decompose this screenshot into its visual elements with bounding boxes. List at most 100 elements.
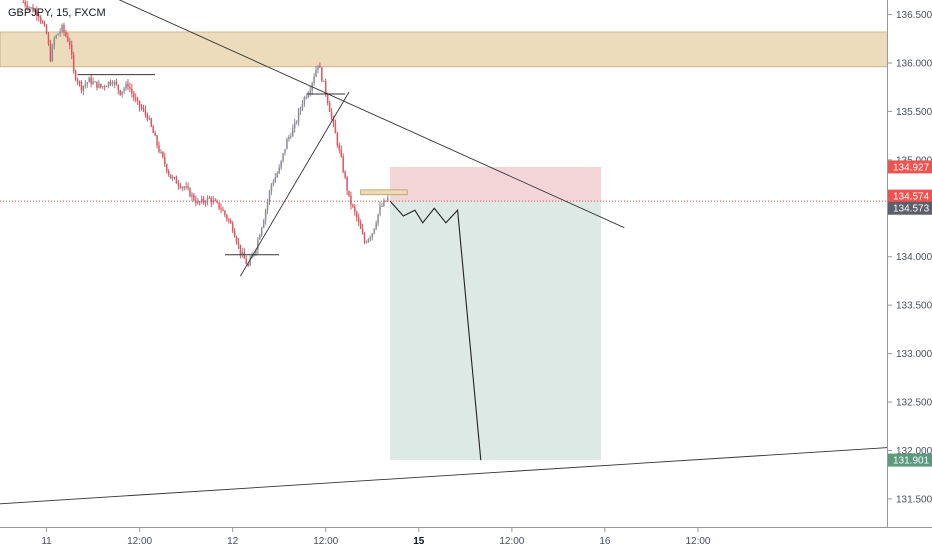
price-tag[interactable]: 134.574 xyxy=(888,189,932,203)
candle-body xyxy=(98,83,100,88)
candle-body xyxy=(76,79,79,82)
candle xyxy=(113,80,116,89)
candle xyxy=(202,196,205,205)
projected-path[interactable] xyxy=(389,200,482,461)
candle-body xyxy=(299,108,302,112)
candle xyxy=(272,179,275,187)
candle xyxy=(28,5,30,12)
candle-body xyxy=(57,33,59,36)
candle-body xyxy=(92,81,94,84)
trendline[interactable] xyxy=(0,447,889,505)
price-tick-label: 135.500 xyxy=(896,107,932,118)
candle xyxy=(356,210,358,222)
symbol-label[interactable]: GBPJPY, 15, FXCM xyxy=(8,7,106,19)
candle-body xyxy=(255,250,257,254)
candle xyxy=(150,117,152,128)
candle-body xyxy=(293,122,296,129)
candle xyxy=(288,134,290,142)
candle-body xyxy=(193,194,195,201)
candle-body xyxy=(100,83,102,88)
candle-body xyxy=(53,38,56,46)
candle-body xyxy=(348,190,350,196)
candle xyxy=(259,233,261,240)
candle xyxy=(121,91,123,98)
candle xyxy=(323,80,325,82)
candle xyxy=(284,149,286,156)
candle-body xyxy=(346,177,348,191)
price-tag[interactable]: 134.927 xyxy=(888,160,932,174)
supply-zone[interactable] xyxy=(0,31,889,68)
candle-body xyxy=(280,160,282,168)
candle-body xyxy=(32,7,34,12)
candle-body xyxy=(323,80,325,82)
candle-body xyxy=(249,258,251,266)
candle xyxy=(206,195,209,206)
stop-loss-zone[interactable] xyxy=(390,166,602,202)
candle-body xyxy=(167,171,170,175)
candle xyxy=(383,198,385,208)
candle-body xyxy=(187,186,189,189)
candle-body xyxy=(103,86,106,88)
candle xyxy=(144,105,147,118)
trendline[interactable] xyxy=(105,0,625,229)
candle xyxy=(158,141,160,154)
candle-body xyxy=(245,258,247,265)
candle xyxy=(315,65,317,78)
candle xyxy=(198,200,201,206)
price-tag[interactable]: 134.573 xyxy=(888,201,932,215)
candle-body xyxy=(115,81,118,85)
price-tick-label: 136.500 xyxy=(896,10,932,21)
candle xyxy=(175,175,178,184)
candle-body xyxy=(51,45,54,61)
candle xyxy=(330,108,333,121)
candle-body xyxy=(22,1,25,3)
candle-body xyxy=(342,156,344,172)
candle-body xyxy=(328,103,331,112)
candle xyxy=(30,6,32,10)
candle xyxy=(191,191,193,202)
time-tick-label: 12 xyxy=(227,536,239,547)
candle-body xyxy=(74,70,77,80)
candle-body xyxy=(282,153,284,161)
candle-body xyxy=(214,200,216,202)
candle-body xyxy=(171,177,174,179)
candle-body xyxy=(148,118,151,120)
candle-body xyxy=(292,128,294,137)
candle-body xyxy=(332,117,335,123)
candle-body xyxy=(160,151,162,153)
candle-body xyxy=(297,111,300,122)
candle xyxy=(24,0,26,8)
candle-body xyxy=(268,191,271,202)
candle-body xyxy=(121,91,123,95)
candle-body xyxy=(274,177,277,183)
candle-body xyxy=(379,205,381,215)
candle-body xyxy=(241,252,244,255)
candle-body xyxy=(381,205,383,207)
price-axis-panel[interactable] xyxy=(888,0,932,550)
time-axis-panel[interactable] xyxy=(0,528,932,550)
candle xyxy=(45,24,48,35)
take-profit-zone[interactable] xyxy=(390,201,602,461)
candle xyxy=(357,213,360,226)
candle-body xyxy=(369,237,372,240)
candle xyxy=(344,170,346,180)
candle xyxy=(352,203,354,209)
time-tick-label: 11 xyxy=(41,536,52,547)
candle-body xyxy=(175,177,178,184)
candle-body xyxy=(131,88,133,94)
candle xyxy=(115,78,118,87)
candle xyxy=(354,203,356,216)
candle-body xyxy=(233,231,236,238)
candle-body xyxy=(47,33,50,45)
candle xyxy=(299,106,302,115)
candle xyxy=(226,213,228,222)
trendline[interactable] xyxy=(240,91,350,277)
candle-body xyxy=(84,84,87,86)
price-tag[interactable]: 131.901 xyxy=(888,453,932,467)
candle xyxy=(280,160,282,170)
candle-body xyxy=(307,93,310,98)
candle xyxy=(107,81,110,89)
marked-level-box[interactable] xyxy=(360,189,408,196)
